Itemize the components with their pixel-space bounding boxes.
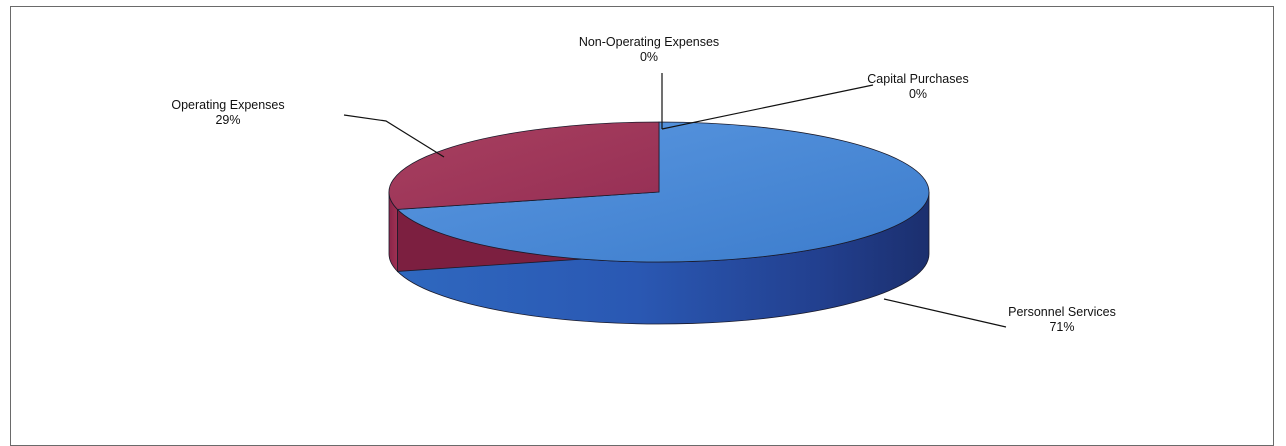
- leader-line-1: [343, 114, 445, 158]
- slice-operating-expenses: [388, 121, 660, 210]
- slice-label-name: Personnel Services: [1008, 305, 1116, 319]
- chart-frame: [10, 6, 1274, 446]
- slice-label-personnel-services: Personnel Services 71%: [1008, 305, 1116, 335]
- slice-label-name: Capital Purchases: [867, 72, 969, 86]
- leader-line-3: [661, 84, 874, 130]
- slice-label-name: Non-Operating Expenses: [578, 35, 720, 49]
- pie-chart: [343, 73, 1007, 328]
- slice-label-operating-expenses: Operating Expenses 29%: [171, 98, 284, 128]
- leader-lines: [343, 73, 1007, 328]
- slice-label-value: 0%: [639, 50, 659, 64]
- slice-label-capital-purchases: Capital Purchases 0%: [867, 72, 968, 102]
- slice-label-value: 0%: [908, 87, 928, 101]
- slice-personnel-services: [396, 121, 930, 263]
- slice-label-value: 29%: [215, 113, 241, 127]
- slice-label-value: 71%: [1049, 320, 1075, 334]
- slice-label-non-operating-expenses: Non-Operating Expenses 0%: [579, 35, 719, 65]
- leader-line-0: [883, 298, 1007, 328]
- pie-slices: [388, 121, 930, 263]
- slice-label-name: Operating Expenses: [171, 98, 285, 112]
